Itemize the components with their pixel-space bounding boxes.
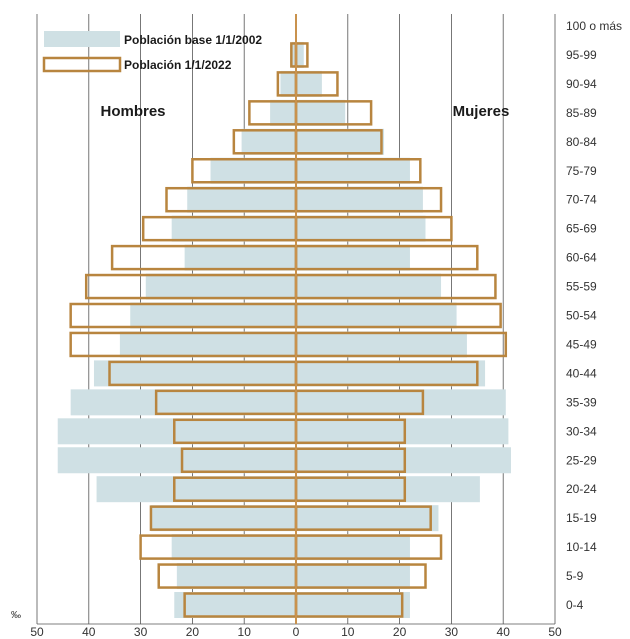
age-group-label: 50-54 [566,309,597,323]
x-tick-label: 20 [393,625,407,639]
bar-2002-male [96,476,296,503]
age-group-label: 55-59 [566,280,597,294]
unit-label: ‰ [11,610,21,621]
bar-2002-female [296,534,410,561]
bar-2002-male [57,447,296,474]
age-group-label: 65-69 [566,222,597,236]
x-tick-label: 10 [238,625,252,639]
x-tick-label: 50 [548,625,562,639]
x-axis-ticks: 50 40 30 20 10 0 10 20 30 40 50 [30,625,562,639]
bar-2002-male [93,360,296,387]
bar-2002-male [291,41,296,68]
bar-2002-female [296,70,322,97]
bar-2002-male [130,302,296,329]
bar-2002-female [296,244,410,271]
bar-2002-female [296,476,480,503]
bar-2002-male [119,331,296,358]
bar-2002-female [296,360,486,387]
bar-2002-female [296,41,304,68]
x-tick-label: 10 [341,625,355,639]
x-tick-label: 40 [82,625,96,639]
bar-2002-male [150,505,296,532]
bar-2002-female [296,389,506,416]
bar-2002-female [296,563,410,590]
age-group-label: 80-84 [566,135,597,149]
bar-2002-female [296,273,442,300]
age-group-label: 70-74 [566,193,597,207]
age-group-label: 5-9 [566,569,584,583]
age-group-label: 60-64 [566,251,597,265]
bar-2002-male [241,128,296,155]
age-group-label: 95-99 [566,48,597,62]
age-group-label: 20-24 [566,482,597,496]
age-group-label: 90-94 [566,77,597,91]
bar-2002-female [296,592,410,618]
bar-2002-female [296,215,426,242]
male-label: Hombres [100,103,165,120]
x-tick-label: 20 [186,625,200,639]
x-tick-label: 40 [497,625,511,639]
x-tick-label: 30 [134,625,148,639]
age-group-label: 15-19 [566,511,597,525]
age-group-label: 75-79 [566,164,597,178]
age-group-label: 30-34 [566,424,597,438]
bar-2002-female [296,157,410,184]
bar-2002-male [171,534,296,561]
bar-2002-female [296,302,457,329]
age-group-label: 100 o más [566,19,622,33]
age-group-label: 35-39 [566,395,597,409]
x-tick-label: 30 [445,625,459,639]
bar-2002-male [145,273,296,300]
bar-2002-male [174,592,296,618]
bar-2002-male [176,563,296,590]
x-tick-label: 50 [30,625,44,639]
bar-2002-male [171,215,296,242]
bar-2002-male [210,157,296,184]
bar-2002-male [280,70,296,97]
legend-label-2002: Población base 1/1/2002 [124,33,262,47]
legend: Población base 1/1/2002 Población 1/1/20… [42,31,262,73]
series-2002-bars [57,41,511,618]
age-group-label: 10-14 [566,540,597,554]
age-group-label: 25-29 [566,453,597,467]
legend-swatch-2022 [42,56,122,73]
bar-2002-female [296,331,467,358]
age-group-label: 40-44 [566,366,597,380]
age-group-label: 0-4 [566,598,584,612]
bar-2002-male [57,418,296,445]
legend-label-2022: Población 1/1/2022 [124,58,232,72]
bar-2002-female [296,128,385,155]
bar-2002-female [296,447,511,474]
bar-2002-male [184,244,296,271]
age-group-labels: 0-4 5-9 10-14 15-19 20-24 25-29 30-34 35-39 40-4… [566,19,622,612]
bar-2002-male [270,99,296,126]
bar-2002-female [296,418,509,445]
bar-2002-female [296,186,423,213]
female-label: Mujeres [453,103,510,120]
bar-2002-female [296,505,439,532]
series-2022-bars [69,42,508,618]
age-group-label: 85-89 [566,106,597,120]
x-tick-label: 0 [293,625,300,639]
legend-swatch-2002 [44,31,120,47]
bar-2002-male [187,186,296,213]
bar-2002-male [70,389,296,416]
age-group-label: 45-49 [566,337,597,351]
bar-2002-female [296,99,346,126]
